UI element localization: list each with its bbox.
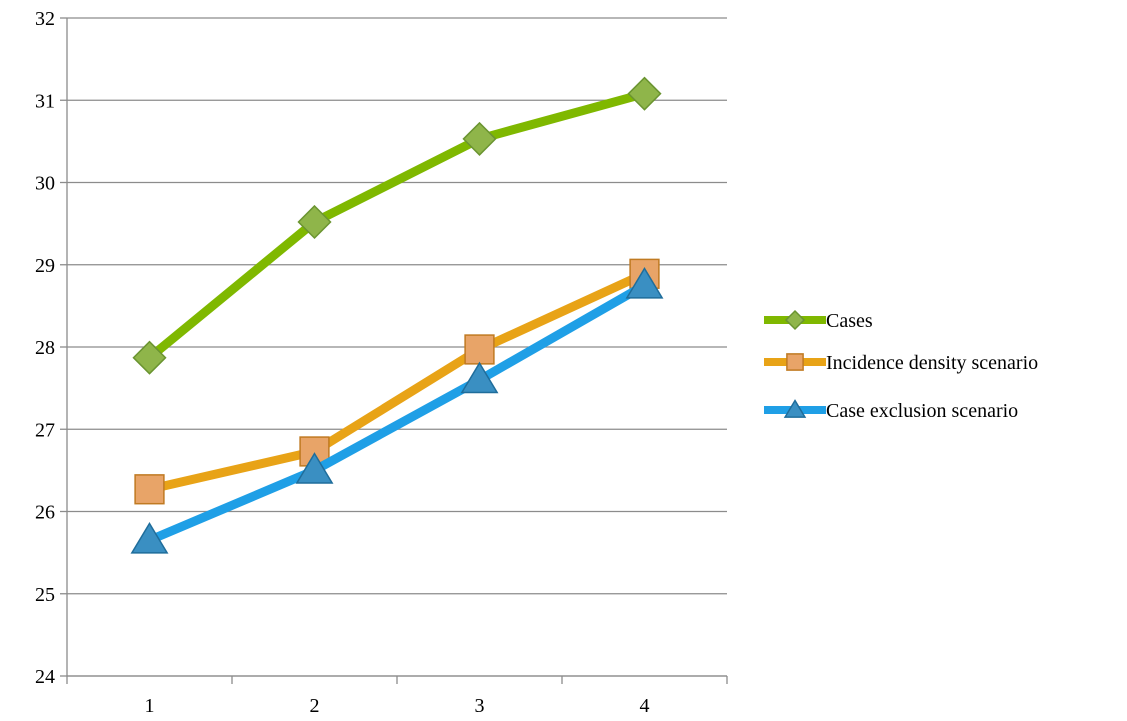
data-point-triangle: [295, 452, 334, 484]
legend-label: Cases: [826, 310, 873, 332]
y-tick-label: 27: [35, 419, 55, 441]
data-point-triangle: [460, 361, 499, 394]
legend: Cases Incidence density scenario Case excl…: [764, 309, 1038, 422]
y-tick-label: 31: [35, 90, 55, 112]
y-tick-label: 26: [35, 502, 55, 524]
data-point-triangle: [130, 522, 169, 554]
series-line-0: [145, 89, 649, 363]
legend-marker-square: [786, 353, 804, 371]
y-tick-label: 25: [35, 584, 55, 606]
legend-label: Case exclusion scenario: [826, 400, 1018, 422]
y-tick-label: 29: [35, 255, 55, 277]
legend-label: Incidence density scenario: [826, 352, 1038, 374]
data-point-diamond: [462, 121, 497, 156]
x-tick-label: 1: [145, 695, 155, 717]
data-point-diamond: [627, 76, 662, 111]
y-tick-label: 24: [35, 666, 55, 688]
series-line-2: [145, 280, 649, 545]
series-line-1: [145, 269, 649, 494]
axes: 24 25 26 27 28 29 30 31 32 1 2 3 4: [35, 8, 728, 717]
data-point-triangle: [625, 267, 664, 299]
y-tick-label: 28: [35, 337, 55, 359]
data-point-square: [464, 334, 495, 365]
series-group: [130, 76, 664, 554]
data-point-diamond: [297, 204, 332, 240]
legend-marker-triangle: [783, 399, 807, 418]
data-point-diamond: [132, 340, 167, 375]
x-tick-label: 3: [475, 695, 485, 717]
y-tick-label: 32: [35, 8, 55, 30]
legend-marker-diamond: [784, 309, 806, 331]
x-tick-label: 4: [640, 695, 650, 717]
y-tick-label: 30: [35, 173, 55, 195]
gridlines: [67, 17, 727, 677]
x-tick-label: 2: [310, 695, 320, 717]
data-point-square: [134, 474, 165, 505]
